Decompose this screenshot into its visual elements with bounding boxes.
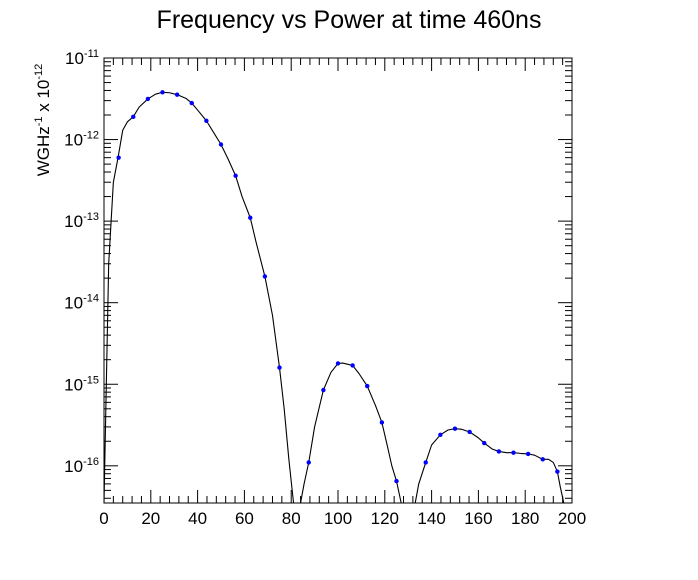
x-tick-label: 100	[324, 509, 352, 528]
x-tick-label: 40	[188, 509, 207, 528]
data-point	[379, 420, 385, 425]
y-tick-label: 10-13	[64, 211, 99, 231]
data-point	[555, 469, 560, 474]
data-point	[131, 114, 136, 120]
x-tick-label: 120	[371, 509, 399, 528]
y-axis-label-exp2: -12	[33, 64, 45, 80]
y-tick-label-base: 10	[64, 212, 83, 231]
y-tick-label-exp: -14	[83, 293, 99, 305]
y-tick-label-base: 10	[64, 457, 83, 476]
data-point	[116, 155, 121, 160]
y-tick-label-base: 10	[64, 131, 83, 150]
y-axis-label: WGHz-1 x 10-12	[33, 64, 53, 177]
data-point	[511, 450, 516, 455]
y-tick-label-exp: -11	[84, 48, 99, 60]
data-point	[233, 173, 238, 178]
series-line	[103, 91, 565, 504]
y-tick-label-exp: -16	[83, 456, 99, 468]
x-tick-label: 200	[558, 509, 586, 528]
x-tick-label: 0	[99, 509, 108, 528]
y-tick-label: 10-11	[65, 48, 99, 68]
data-point	[277, 365, 282, 370]
x-tick-label: 20	[141, 509, 160, 528]
x-tick-label: 180	[511, 509, 539, 528]
data-point	[540, 457, 545, 462]
data-point	[160, 90, 165, 95]
y-tick-label-base: 10	[64, 294, 83, 313]
tick-labels: 0 20 40 60 80 100 120 140 160 180 20010-1610-1510-…	[64, 48, 586, 528]
y-tick-label-base: 10	[65, 49, 84, 68]
data-point	[467, 429, 472, 435]
data-point	[438, 432, 443, 437]
y-tick-label: 10-14	[64, 293, 99, 313]
data-point	[248, 215, 253, 220]
x-tick-label: 140	[417, 509, 445, 528]
y-tick-label: 10-16	[64, 456, 99, 476]
data-point	[452, 426, 458, 431]
y-axis-label-base: WGHz	[34, 126, 53, 176]
y-tick-label-exp: -15	[83, 374, 99, 386]
data-point	[335, 361, 341, 366]
x-tick-label: 80	[282, 509, 301, 528]
y-tick-label: 10-15	[64, 374, 99, 394]
data-point	[262, 274, 268, 279]
y-tick-label-exp: -12	[83, 130, 99, 142]
data-point	[350, 363, 355, 368]
data-point	[394, 478, 399, 484]
data-point	[365, 383, 370, 389]
y-tick-label-base: 10	[64, 375, 83, 394]
data-point	[145, 96, 151, 102]
plot-frame	[103, 57, 573, 504]
data-point	[423, 460, 428, 465]
data-point	[496, 449, 502, 454]
data-point	[218, 142, 224, 147]
data-point	[482, 440, 487, 446]
y-axis-label-exp1: -1	[33, 116, 45, 126]
y-tick-label-exp: -13	[83, 211, 99, 223]
data-point	[321, 387, 326, 393]
x-tick-label: 60	[235, 509, 254, 528]
chart-title: Frequency vs Power at time 460ns	[157, 6, 542, 34]
y-axis-label-mid: x 10	[34, 80, 53, 117]
data-point	[189, 100, 194, 106]
data-point	[204, 118, 209, 123]
plot-area	[103, 90, 565, 504]
data-point	[525, 451, 531, 457]
data-point	[306, 460, 311, 465]
y-tick-label: 10-12	[64, 130, 99, 150]
data-point	[174, 92, 180, 97]
x-tick-label: 160	[464, 509, 492, 528]
axis-ticks	[103, 57, 573, 503]
